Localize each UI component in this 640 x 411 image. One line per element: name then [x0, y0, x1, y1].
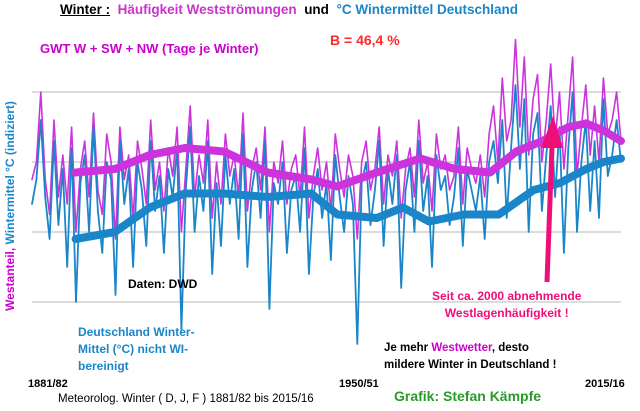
correlation-label: B = 46,4 % [330, 32, 400, 48]
x-tick-label-end: 2015/16 [585, 378, 625, 390]
conclusion-westwetter: Westwetter [431, 342, 492, 354]
conclusion-line-1: Je mehr Westwetter, desto [384, 340, 556, 357]
title-temperature: °C Wintermittel Deutschland [336, 2, 518, 17]
title-westerly: Häufigkeit Westströmungen [117, 2, 297, 17]
y-axis-label-temperature: Wintermittel °C (indiziert) [3, 101, 17, 245]
temperature-label-line-1: Deutschland Winter- [78, 325, 195, 339]
conclusion-text-c: , desto [491, 342, 529, 354]
temperature-label-line-2: Mittel (°C) nicht WI- [78, 341, 189, 356]
trend-arrow [541, 116, 563, 283]
x-tick-label-mid: 1950/51 [339, 378, 379, 390]
conclusion-text-a: Je mehr [384, 342, 432, 354]
trend-annotation-line-1: Seit ca. 2000 abnehmende [432, 289, 582, 303]
trend-arrow-head [541, 116, 563, 148]
temperature-series-label: Deutschland Winter- Mittel (°C) nicht WI… [78, 324, 195, 374]
x-axis-caption: Meteorolog. Winter ( D, J, F ) 1881/82 b… [58, 393, 314, 405]
data-source-label: Daten: DWD [128, 277, 198, 291]
title-and: und [304, 2, 329, 17]
conclusion-annotation: Je mehr Westwetter, desto mildere Winter… [384, 340, 556, 373]
trend-arrow-shaft [544, 145, 555, 283]
westerly-series-label: GWT W + SW + NW (Tage je Winter) [40, 41, 259, 56]
y-axis-label: Westanteil, Wintermittel °C (indiziert) [3, 56, 19, 356]
author-credit: Grafik: Stefan Kämpfe [394, 388, 542, 404]
trend-annotation: Seit ca. 2000 abnehmende Westlagenhäufig… [432, 288, 581, 322]
series-line-4 [71, 154, 625, 243]
title-winter: Winter : [60, 2, 111, 17]
series-layer [31, 38, 625, 345]
temperature-label-line-3: bereinigt [78, 358, 129, 373]
series-line-3 [71, 119, 625, 191]
chart-title: Winter : Häufigkeit Westströmungen und °… [60, 2, 518, 18]
y-axis-label-westerly: Westanteil, [3, 247, 17, 311]
conclusion-line-2: mildere Winter in Deutschland ! [384, 358, 557, 371]
trend-annotation-line-2: Westlagenhäufigkeit ! [444, 305, 569, 320]
series-line-1 [31, 38, 622, 240]
x-tick-label-start: 1881/82 [28, 378, 68, 390]
